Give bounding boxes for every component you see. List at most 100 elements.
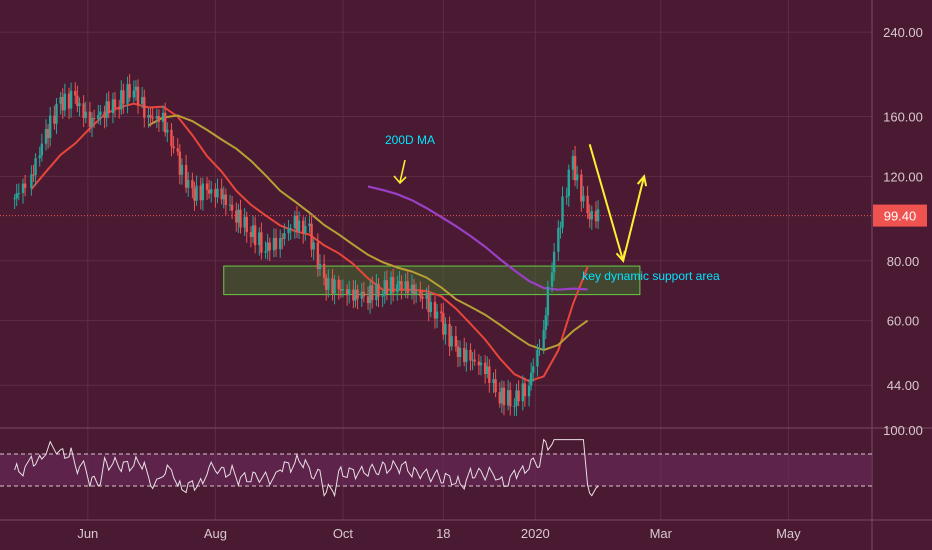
candle-body (46, 128, 50, 139)
candle-body (38, 155, 41, 159)
candle-body (596, 209, 600, 222)
candle-body (82, 103, 85, 119)
candle-body (184, 165, 188, 188)
ma-200-line (367, 185, 588, 291)
ma-pointer-arrow (399, 159, 406, 183)
candle-body (339, 289, 343, 291)
time-tick-label: Aug (204, 526, 227, 541)
time-tick-label: 18 (436, 526, 450, 541)
candle-body (316, 242, 320, 270)
candle-body (517, 390, 520, 402)
candle-body (302, 220, 305, 234)
candle-body (509, 390, 512, 407)
candle-body (586, 195, 589, 213)
candle-body (310, 223, 313, 250)
candle-body (304, 226, 307, 234)
candle-body (419, 291, 422, 297)
candle-body (90, 117, 94, 127)
candle-body (78, 103, 81, 107)
candle-body (237, 209, 240, 223)
candle-body (433, 301, 437, 319)
price-tick-label: 44.00 (887, 378, 920, 393)
candle-body (502, 387, 506, 406)
candle-body (567, 169, 570, 197)
candle-body (561, 196, 564, 228)
candle-body (207, 189, 211, 194)
candle-body (544, 315, 547, 330)
candle-body (107, 101, 110, 114)
candle-body (550, 272, 554, 287)
moving-averages (30, 102, 589, 383)
candle-body (506, 390, 510, 406)
candle-body (172, 146, 175, 149)
candle-body (55, 103, 58, 124)
candle-body (297, 220, 301, 232)
candle-body (199, 185, 202, 201)
candle-body (573, 155, 577, 181)
candle-body (61, 97, 64, 111)
candle-body (552, 251, 556, 273)
rsi-line (14, 438, 599, 498)
candle-body (23, 183, 27, 188)
time-tick-label: Mar (650, 526, 673, 541)
candle-body (283, 233, 286, 239)
candle-body (15, 193, 18, 199)
candle-body (245, 216, 248, 233)
candle-body (84, 111, 87, 119)
candle-body (220, 188, 223, 200)
price-tick-label: 120.00 (883, 169, 923, 184)
candle-body (362, 291, 366, 297)
candle-body (488, 366, 491, 383)
candle-body (494, 379, 497, 393)
candle-body (527, 385, 531, 397)
candle-body (375, 283, 378, 301)
candle-body (536, 349, 539, 367)
candle-body (337, 279, 340, 290)
candle-body (264, 251, 267, 253)
candle-body (348, 289, 351, 296)
candle-body (235, 210, 238, 223)
candle-body (266, 242, 269, 252)
annotations: 200D MA key dynamic support area (385, 133, 720, 283)
candle-body (293, 215, 297, 229)
candle-body (575, 174, 579, 181)
candle-body (74, 90, 77, 96)
candle-body (279, 238, 282, 250)
candle-body (147, 115, 150, 118)
candle-body (398, 281, 401, 285)
candle-body (53, 115, 56, 124)
candle-body (155, 115, 159, 119)
candle-body (157, 115, 161, 122)
time-axis[interactable]: Jun Aug Oct 18 2020 Mar May (77, 526, 801, 541)
time-tick-label: Oct (333, 526, 354, 541)
candle-body (440, 311, 443, 314)
candle-body (67, 93, 71, 109)
price-axis[interactable]: 240.00 160.00 120.00 80.00 60.00 44.00 100.00 9… (873, 25, 927, 438)
candle-body (366, 296, 370, 304)
candle-body (253, 225, 257, 246)
candle-body (325, 277, 328, 290)
candle-body (582, 195, 585, 202)
candle-body (486, 366, 489, 374)
candle-body (111, 99, 115, 114)
arrow-head (393, 175, 407, 185)
candle-body (492, 379, 495, 383)
time-tick-label: May (776, 526, 801, 541)
candle-body (126, 84, 129, 104)
candle-body (414, 291, 418, 294)
candle-body (243, 216, 246, 228)
candle-body (385, 280, 389, 295)
candle-body (48, 115, 52, 139)
candle-body (542, 329, 545, 349)
last-price-label: 99.40 (884, 209, 917, 224)
candle-body (151, 117, 154, 119)
candle-body (425, 293, 428, 299)
candle-body (249, 232, 253, 237)
candle-body (383, 280, 386, 296)
candle-body (521, 383, 524, 402)
candle-body (59, 97, 62, 104)
candle-body (143, 97, 146, 118)
candle-body (239, 209, 242, 228)
candle-body (136, 86, 140, 105)
